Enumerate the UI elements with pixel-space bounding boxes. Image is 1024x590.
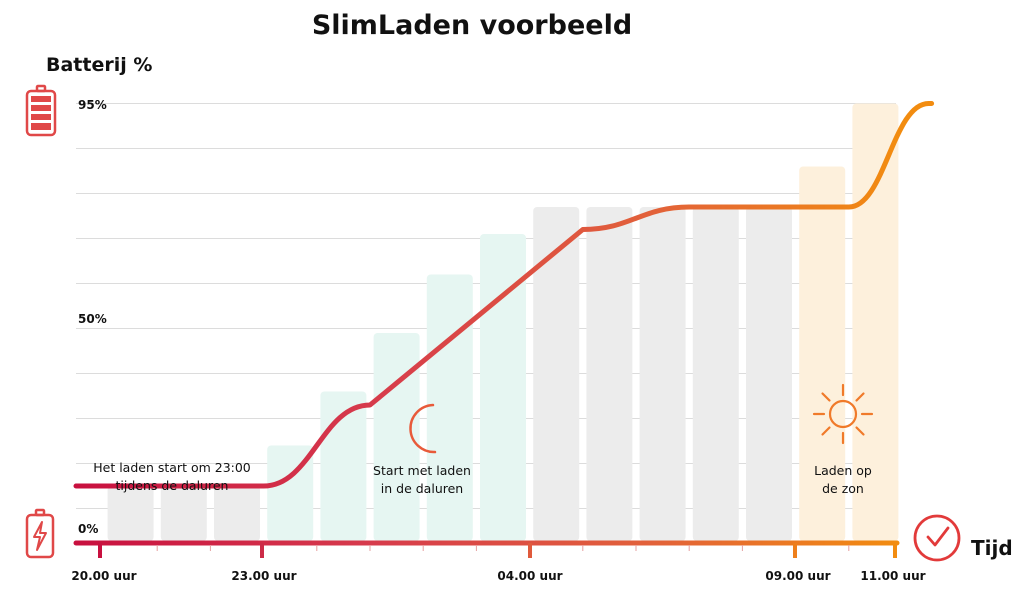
annotation-line: Start met laden [373,463,471,478]
y-tick-labels: 95% 50% 0% [78,98,107,536]
bar [533,207,580,541]
x-axis-label: Tijd [971,536,1013,560]
x-tick-label: 11.00 uur [860,569,925,583]
bar [799,166,846,541]
y-tick-label: 95% [78,98,107,112]
battery-full-icon [25,84,57,137]
y-tick-label: 50% [78,312,107,326]
x-tick-label: 04.00 uur [497,569,562,583]
x-axis-ticks [98,543,897,558]
clock-icon [913,514,961,562]
bar [852,103,899,541]
y-tick-label: 0% [78,522,98,536]
bar [214,486,260,541]
bar [746,207,792,541]
series-line [73,101,935,489]
x-tick-label: 20.00 uur [71,569,136,583]
annotation-line: de zon [822,481,864,496]
bar [267,445,314,541]
annotation-sun: Laden op de zon [814,463,872,496]
bar [586,207,633,541]
bar [373,333,420,541]
x-tick-label: 23.00 uur [231,569,296,583]
chart-title: SlimLaden voorbeeld [312,10,632,41]
annotation-line: Laden op [814,463,872,478]
annotation-line: in de daluren [381,481,463,496]
annotation-start: Het laden start om 23:00 tijdens de dalu… [93,460,251,493]
annotation-night: Start met laden in de daluren [373,463,471,496]
y-axis-label: Batterij % [46,54,152,76]
x-tick-label: 09.00 uur [765,569,830,583]
bar [480,234,526,541]
bar [692,207,739,541]
bar [426,274,473,541]
annotation-line: tijdens de daluren [116,478,229,493]
bar [160,486,207,541]
sun-icon [812,383,874,445]
bar [639,207,686,541]
battery-charging-icon [25,508,55,559]
bars [107,103,899,541]
annotation-line: Het laden start om 23:00 [93,460,251,475]
x-tick-labels: 20.00 uur 23.00 uur 04.00 uur 09.00 uur … [71,569,925,583]
bar [107,486,154,541]
moon-icon [409,403,437,454]
